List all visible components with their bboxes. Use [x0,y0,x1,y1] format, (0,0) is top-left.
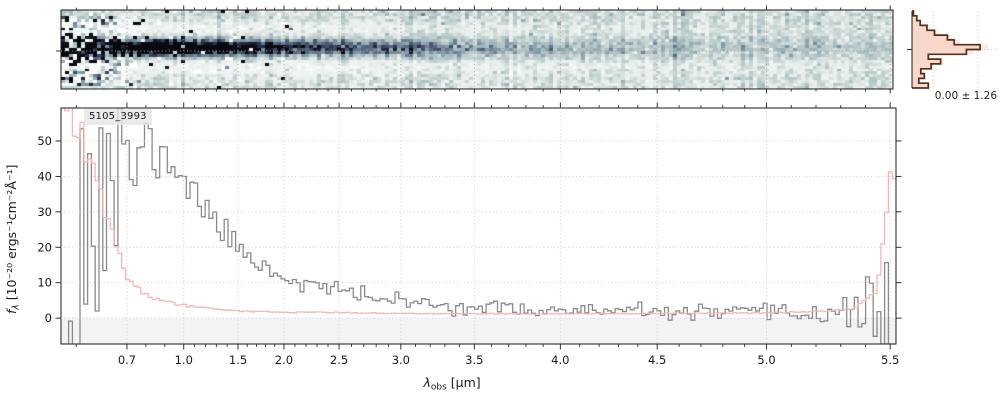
error-line [64,108,896,315]
flux-line [67,108,890,344]
x-tick-label: 3.5 [465,353,483,367]
x-tick-label: 1.5 [229,353,247,367]
x-tick-label: 2.0 [275,353,293,367]
below-zero-band [61,318,896,344]
y-axis-title: fλ [10⁻²⁰ ergs⁻¹cm⁻²Å⁻¹] [4,165,22,314]
2d-panel-grid [61,10,893,89]
x-tick-label: 4.5 [648,353,666,367]
x-tick-label: 5.0 [757,353,775,367]
x-tick-label: 3.0 [392,353,410,367]
main-panel: λobs [μm] fλ [10⁻²⁰ ergs⁻¹cm⁻²Å⁻¹] [4,107,897,393]
2d-spectrum-image [61,10,893,89]
y-tick-label: 50 [37,134,52,148]
histogram-panel [907,10,997,89]
source-id-label: 5105_3993 [84,109,152,125]
y-tick-label: 10 [37,276,52,290]
x-tick-label: 1.0 [175,353,193,367]
hist-stat-label: 0.00 ± 1.26 [934,90,997,102]
x-tick-label: 2.5 [330,353,348,367]
y-tick-label: 20 [37,240,52,254]
x-tick-label: 5.5 [881,353,899,367]
y-tick-label: 40 [37,169,52,183]
hist-edge [912,10,981,89]
x-axis-title: λobs [μm] [423,375,481,393]
y-tick-label: 0 [45,311,52,325]
y-tick-label: 30 [37,205,52,219]
x-tick-label: 0.7 [118,353,136,367]
main-axis-ticks: 0.7 1.0 1.5 2.0 2.5 3.0 3.5 4.0 4.5 5.0 5.5 0 10 20 30… [37,102,902,367]
x-tick-label: 4.0 [551,353,569,367]
2d-panel-axes [56,5,894,94]
